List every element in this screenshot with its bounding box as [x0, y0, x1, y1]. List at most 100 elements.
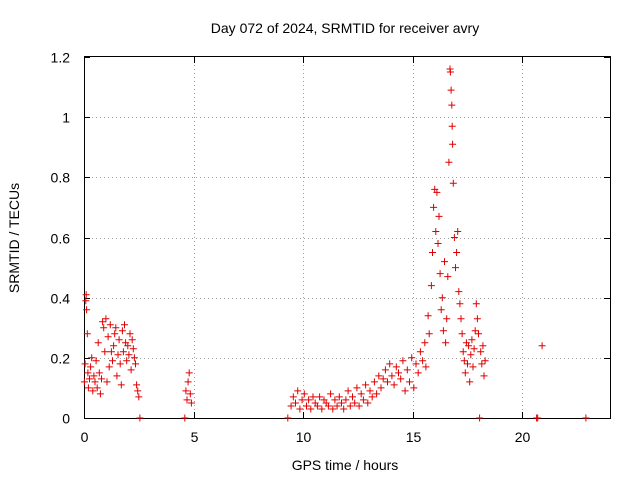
data-point [116, 360, 124, 368]
data-point [449, 140, 457, 148]
data-point [93, 384, 101, 392]
data-point [333, 402, 341, 410]
data-point [447, 86, 455, 94]
data-point [184, 378, 192, 386]
data-point [435, 212, 443, 220]
data-point [335, 393, 343, 401]
data-point [91, 378, 99, 386]
data-point [296, 405, 304, 413]
data-point [419, 357, 427, 365]
y-tick-label: 0.6 [51, 231, 71, 247]
data-point [185, 369, 193, 377]
data-point [468, 336, 476, 344]
data-point [355, 402, 363, 410]
data-point [94, 339, 102, 347]
data-point [96, 390, 104, 398]
data-point [399, 357, 407, 365]
data-point [458, 330, 466, 338]
data-point [130, 354, 138, 362]
data-point [469, 363, 477, 371]
data-point [456, 300, 464, 308]
data-point [390, 381, 398, 389]
x-tick-label: 10 [296, 429, 312, 445]
data-point [110, 342, 118, 350]
data-point [95, 369, 103, 377]
data-point [448, 101, 456, 109]
data-point [362, 381, 370, 389]
data-point [480, 372, 488, 380]
chart-title: Day 072 of 2024, SRMTID for receiver avr… [211, 20, 479, 36]
data-point [327, 390, 335, 398]
data-point [313, 402, 321, 410]
data-point [401, 387, 409, 395]
data-point [460, 357, 468, 365]
data-point [124, 342, 132, 350]
x-tick-label: 15 [406, 429, 422, 445]
data-point [284, 414, 292, 422]
data-point [412, 360, 420, 368]
y-tick-label: 0.8 [51, 170, 71, 186]
data-point [82, 297, 90, 305]
data-point [318, 405, 326, 413]
y-tick-label: 1.2 [51, 50, 71, 66]
data-point [117, 381, 125, 389]
y-tick-labels: 0 0.2 0.4 0.6 0.8 1 1.2 [51, 50, 71, 427]
data-point [133, 381, 141, 389]
data-point [403, 366, 411, 374]
data-point [109, 357, 116, 365]
data-point [445, 158, 453, 166]
data-point [106, 321, 114, 329]
data-point [181, 414, 189, 422]
data-point [373, 390, 381, 398]
data-point [454, 228, 462, 235]
data-point [99, 318, 107, 326]
data-point [123, 357, 131, 365]
data-point [113, 372, 121, 380]
data-point [107, 348, 115, 356]
data-point [121, 321, 128, 329]
data-point [92, 357, 100, 365]
y-tick-label: 0.2 [51, 351, 71, 367]
data-point [309, 393, 317, 401]
data-point [89, 387, 97, 395]
data-point [307, 405, 315, 413]
data-point [357, 390, 365, 398]
data-point [128, 336, 136, 344]
data-point [477, 348, 485, 356]
data-point [136, 414, 144, 422]
data-point [103, 378, 111, 386]
data-point [125, 351, 133, 359]
data-point [101, 348, 109, 356]
data-point [444, 273, 452, 281]
data-point [437, 306, 445, 314]
y-tick-label: 1 [62, 110, 70, 126]
data-point [452, 264, 459, 272]
data-point [105, 363, 113, 371]
data-point [186, 390, 194, 398]
data-point [331, 396, 339, 404]
x-tick-label: 0 [81, 429, 89, 445]
data-point [421, 339, 429, 347]
data-point [465, 342, 473, 350]
data-point [353, 384, 361, 392]
data-point [342, 396, 350, 404]
data-point [82, 291, 90, 299]
data-point [443, 315, 451, 323]
data-point [324, 402, 332, 410]
data-point [300, 390, 308, 398]
data-point [455, 288, 463, 296]
data-point [294, 387, 302, 395]
data-point [534, 414, 542, 422]
data-point [183, 396, 191, 404]
data-point [104, 333, 112, 341]
data-point [478, 360, 486, 368]
data-point [416, 348, 424, 356]
data-point [388, 372, 396, 380]
data-point [80, 378, 88, 386]
data-point [442, 339, 450, 347]
x-tick-label: 5 [191, 429, 199, 445]
data-point [430, 203, 438, 211]
data-point [370, 378, 378, 386]
grid [84, 57, 610, 418]
